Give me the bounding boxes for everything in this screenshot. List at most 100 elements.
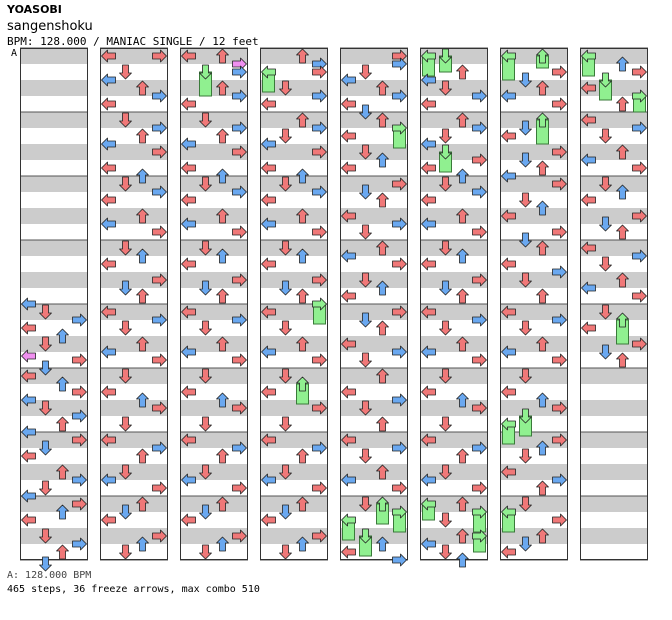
- arrow-down-icon: [519, 320, 532, 336]
- step-arrow: [39, 480, 52, 496]
- step-arrow: [56, 328, 69, 344]
- arrow-right-icon: [632, 161, 647, 175]
- arrow-down-icon: [199, 544, 212, 560]
- step-arrow: [152, 313, 167, 327]
- arrow-right-icon: [232, 529, 247, 543]
- step-arrow: [501, 465, 516, 479]
- beat-band: [580, 336, 648, 352]
- beat-band: [420, 288, 488, 304]
- step-arrow: [392, 505, 407, 519]
- beat-band: [500, 160, 568, 176]
- arrow-up-icon: [456, 496, 469, 512]
- step-arrow: [519, 320, 532, 336]
- beat-band: [260, 192, 328, 208]
- step-arrow: [616, 96, 629, 112]
- beat-band: [420, 192, 488, 208]
- beat-band: [420, 176, 488, 192]
- step-arrow: [181, 257, 196, 271]
- arrow-up-icon: [136, 168, 149, 184]
- beat-band: [500, 416, 568, 432]
- arrow-right-icon: [312, 297, 327, 311]
- beat-band: [100, 320, 168, 336]
- beat-band: [420, 496, 488, 512]
- arrow-up-icon: [616, 144, 629, 160]
- step-arrow: [199, 544, 212, 560]
- arrow-right-icon: [392, 441, 407, 455]
- arrow-left-icon: [181, 513, 196, 527]
- arrow-left-icon: [261, 65, 276, 79]
- step-arrow: [261, 433, 276, 447]
- chart-column: [500, 47, 568, 561]
- beat-band: [500, 208, 568, 224]
- arrow-right-icon: [552, 225, 567, 239]
- step-arrow: [136, 248, 149, 264]
- step-arrow: [216, 248, 229, 264]
- beat-band: [580, 96, 648, 112]
- beat-band: [180, 544, 248, 560]
- step-arrow: [39, 528, 52, 544]
- arrow-down-icon: [119, 368, 132, 384]
- arrow-up-icon: [136, 336, 149, 352]
- beat-band: [180, 384, 248, 400]
- beat-band: [20, 288, 88, 304]
- step-arrow: [341, 433, 356, 447]
- step-arrow: [261, 161, 276, 175]
- arrow-right-icon: [392, 505, 407, 519]
- arrow-up-icon: [536, 440, 549, 456]
- beat-band: [180, 464, 248, 480]
- arrow-left-icon: [581, 49, 596, 63]
- step-arrow: [232, 225, 247, 239]
- beat-band: [260, 480, 328, 496]
- arrow-up-icon: [216, 128, 229, 144]
- arrow-down-icon: [439, 280, 452, 296]
- arrow-left-icon: [501, 417, 516, 431]
- beat-band: [100, 256, 168, 272]
- beat-band: [340, 512, 408, 528]
- beat-band: [180, 288, 248, 304]
- step-arrow: [21, 425, 36, 439]
- step-arrow: [152, 401, 167, 415]
- arrow-left-icon: [421, 257, 436, 271]
- arrow-up-icon: [216, 248, 229, 264]
- arrow-down-icon: [439, 128, 452, 144]
- arrow-down-icon: [199, 368, 212, 384]
- step-arrow: [39, 556, 52, 572]
- arrow-left-icon: [421, 433, 436, 447]
- arrow-down-icon: [199, 64, 212, 80]
- step-arrow: [261, 193, 276, 207]
- step-arrow: [632, 209, 647, 223]
- step-arrow: [296, 448, 309, 464]
- arrow-right-icon: [472, 441, 487, 455]
- step-arrow: [439, 464, 452, 480]
- beat-band: [100, 464, 168, 480]
- step-arrow: [296, 168, 309, 184]
- arrow-down-icon: [279, 240, 292, 256]
- arrow-up-icon: [536, 200, 549, 216]
- beat-band: [260, 448, 328, 464]
- beat-band: [340, 128, 408, 144]
- step-arrow: [536, 160, 549, 176]
- step-arrow: [632, 337, 647, 351]
- arrow-up-icon: [216, 448, 229, 464]
- arrow-down-icon: [519, 72, 532, 88]
- step-arrow: [536, 112, 549, 128]
- step-arrow: [392, 89, 407, 103]
- step-arrow: [581, 49, 596, 63]
- arrow-right-icon: [312, 353, 327, 367]
- arrow-down-icon: [359, 64, 372, 80]
- beat-band: [100, 128, 168, 144]
- arrow-down-icon: [119, 176, 132, 192]
- step-arrow: [119, 320, 132, 336]
- beat-band: [100, 528, 168, 544]
- arrow-left-icon: [261, 137, 276, 151]
- arrow-left-icon: [181, 305, 196, 319]
- chart-column: [20, 47, 88, 572]
- arrow-up-icon: [136, 392, 149, 408]
- step-arrow: [552, 65, 567, 79]
- section-marker: A: [11, 48, 18, 59]
- arrow-right-icon: [232, 121, 247, 135]
- step-arrow: [232, 273, 247, 287]
- arrow-left-icon: [341, 73, 356, 87]
- arrow-down-icon: [519, 152, 532, 168]
- beat-band: [100, 112, 168, 128]
